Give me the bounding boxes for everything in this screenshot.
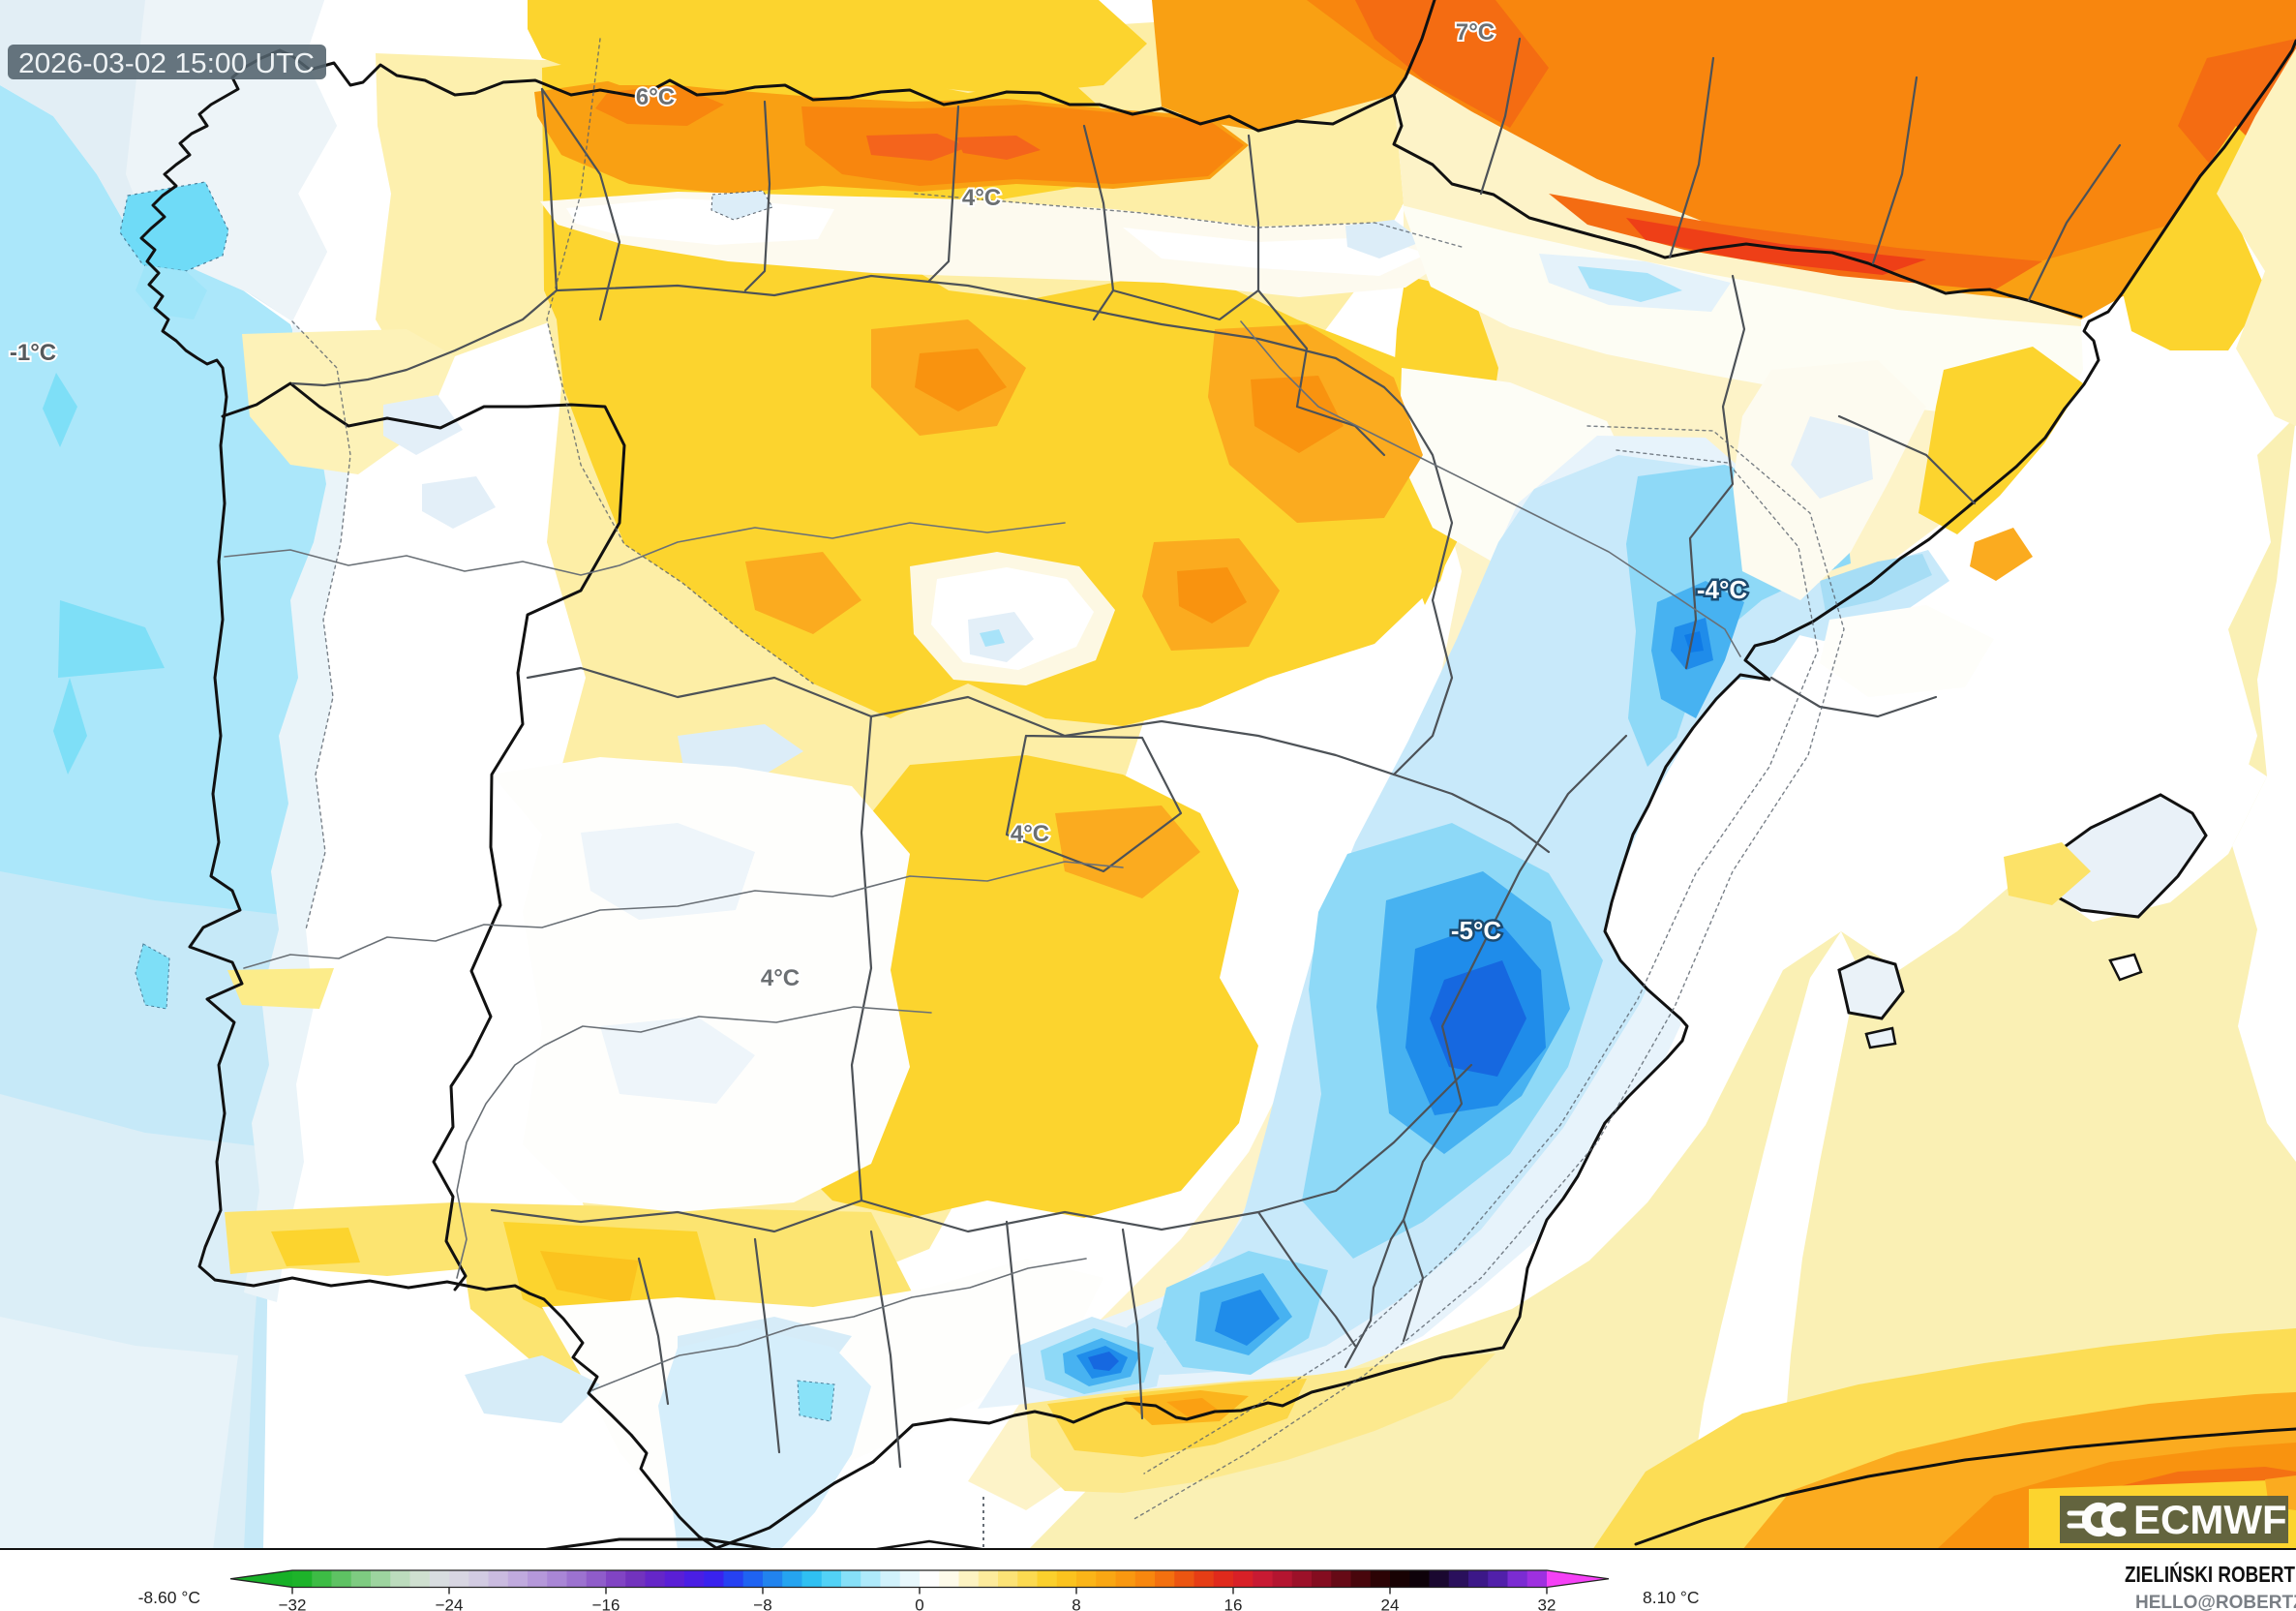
svg-text:-4°C: -4°C: [1697, 575, 1748, 604]
svg-text:−8: −8: [753, 1596, 771, 1611]
svg-text:-8.60 °C: -8.60 °C: [138, 1588, 200, 1607]
svg-text:8: 8: [1072, 1596, 1080, 1611]
svg-text:−24: −24: [436, 1596, 464, 1611]
svg-text:HELLO@ROBERTZ.COM: HELLO@ROBERTZ.COM: [2135, 1593, 2296, 1611]
svg-text:32: 32: [1538, 1596, 1556, 1611]
svg-text:16: 16: [1224, 1596, 1243, 1611]
svg-text:ECMWF: ECMWF: [2133, 1497, 2287, 1542]
svg-text:8.10 °C: 8.10 °C: [1643, 1588, 1700, 1607]
svg-text:24: 24: [1381, 1596, 1400, 1611]
svg-text:0: 0: [915, 1596, 923, 1611]
svg-text:−32: −32: [279, 1596, 307, 1611]
svg-text:-5°C: -5°C: [1451, 916, 1502, 945]
svg-text:2026-03-02 15:00 UTC: 2026-03-02 15:00 UTC: [18, 48, 315, 79]
svg-text:7°C: 7°C: [1456, 19, 1495, 46]
svg-text:6°C: 6°C: [636, 84, 675, 110]
svg-text:4°C: 4°C: [1011, 821, 1049, 847]
svg-text:4°C: 4°C: [761, 965, 800, 991]
svg-text:ZIELIŃSKI ROBERT: ZIELIŃSKI ROBERT: [2125, 1561, 2295, 1587]
svg-text:-1°C: -1°C: [10, 340, 56, 366]
svg-text:−16: −16: [592, 1596, 620, 1611]
svg-text:4°C: 4°C: [962, 185, 1001, 211]
